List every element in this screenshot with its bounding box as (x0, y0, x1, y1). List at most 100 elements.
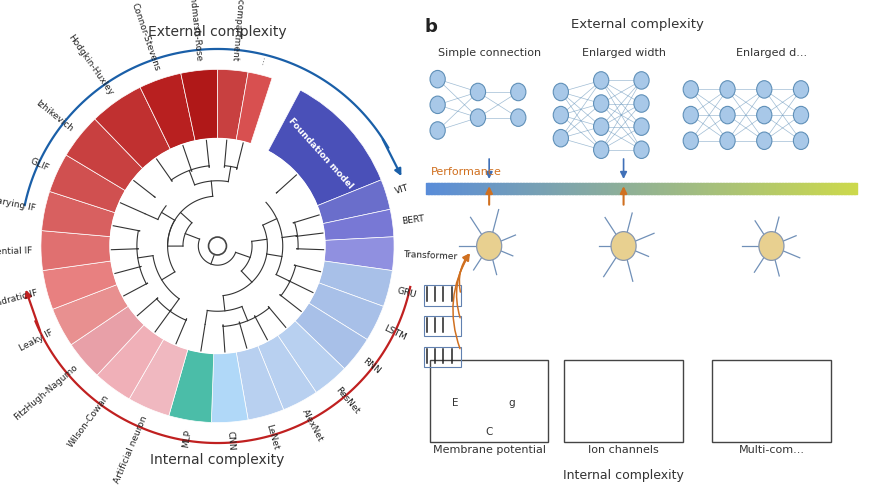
Text: Membrane potential: Membrane potential (432, 445, 545, 455)
Text: Foundation model: Foundation model (286, 117, 354, 190)
Circle shape (719, 132, 734, 150)
Wedge shape (211, 352, 248, 423)
Circle shape (610, 232, 635, 260)
Text: Multi-compartment: Multi-compartment (229, 0, 245, 62)
Text: Internal complexity: Internal complexity (150, 453, 284, 466)
Wedge shape (169, 349, 214, 423)
Text: Ion channels: Ion channels (587, 445, 658, 455)
Circle shape (429, 122, 445, 139)
Wedge shape (322, 209, 394, 241)
Text: Hindmarsh-Rose: Hindmarsh-Rose (186, 0, 202, 62)
Text: External complexity: External complexity (570, 18, 703, 31)
Wedge shape (71, 306, 144, 375)
Text: Enlarged width: Enlarged width (580, 48, 665, 59)
Circle shape (593, 118, 608, 135)
Wedge shape (323, 237, 394, 271)
Text: CNN: CNN (226, 431, 236, 451)
Wedge shape (257, 335, 315, 410)
Text: LeNet: LeNet (264, 423, 280, 451)
Circle shape (553, 129, 567, 147)
Text: Time-varying IF: Time-varying IF (0, 191, 36, 214)
Text: b: b (424, 18, 436, 35)
Circle shape (470, 83, 485, 101)
Wedge shape (53, 284, 129, 345)
Text: Leaky IF: Leaky IF (18, 328, 55, 353)
Wedge shape (140, 73, 195, 150)
Circle shape (756, 106, 771, 124)
Circle shape (476, 232, 501, 260)
Text: Exponential IF: Exponential IF (0, 246, 32, 257)
Wedge shape (317, 180, 390, 224)
FancyBboxPatch shape (564, 361, 682, 442)
Circle shape (634, 141, 648, 158)
Text: Transformer: Transformer (402, 249, 456, 261)
Text: LSTM: LSTM (381, 323, 408, 342)
Wedge shape (42, 191, 116, 237)
FancyBboxPatch shape (712, 361, 830, 442)
Wedge shape (97, 325, 163, 399)
Circle shape (429, 96, 445, 114)
Text: ResNet: ResNet (333, 385, 361, 416)
Circle shape (758, 232, 783, 260)
Circle shape (756, 132, 771, 150)
Text: Connor-Stevens: Connor-Stevens (129, 1, 161, 72)
FancyBboxPatch shape (429, 361, 547, 442)
Wedge shape (235, 346, 283, 420)
Text: Performance: Performance (430, 167, 501, 177)
Text: GRU: GRU (396, 286, 417, 300)
Circle shape (756, 81, 771, 98)
Text: Multi-com...: Multi-com... (738, 445, 804, 455)
Wedge shape (277, 321, 344, 393)
Text: Wilson-Cowan: Wilson-Cowan (66, 393, 110, 449)
Circle shape (109, 139, 325, 353)
Text: RNN: RNN (361, 357, 381, 376)
Wedge shape (66, 119, 143, 190)
Wedge shape (41, 231, 111, 271)
Text: Hodgkin-Huxley: Hodgkin-Huxley (66, 32, 115, 96)
Text: C: C (485, 427, 492, 437)
Circle shape (719, 106, 734, 124)
Wedge shape (217, 69, 248, 140)
Text: ...: ... (258, 57, 269, 67)
Wedge shape (129, 339, 188, 416)
Wedge shape (95, 87, 170, 169)
Circle shape (793, 132, 807, 150)
Wedge shape (268, 90, 381, 206)
Text: MLP: MLP (181, 429, 193, 448)
Text: BERT: BERT (401, 215, 424, 226)
Circle shape (634, 118, 648, 135)
Text: Quadratic IF: Quadratic IF (0, 288, 39, 310)
Wedge shape (181, 69, 217, 141)
Circle shape (634, 95, 648, 112)
Circle shape (470, 109, 485, 126)
Circle shape (634, 72, 648, 89)
Wedge shape (318, 261, 392, 307)
Wedge shape (308, 283, 383, 339)
Circle shape (682, 132, 698, 150)
Text: External complexity: External complexity (148, 26, 287, 39)
Text: g: g (507, 398, 514, 407)
Text: Izhikevich: Izhikevich (34, 99, 75, 134)
Wedge shape (295, 303, 367, 369)
Circle shape (593, 95, 608, 112)
Wedge shape (43, 261, 117, 309)
Circle shape (719, 81, 734, 98)
Circle shape (553, 83, 567, 101)
Wedge shape (50, 155, 125, 213)
Circle shape (593, 141, 608, 158)
Text: Artificial neuron: Artificial neuron (112, 415, 149, 485)
Text: FitzHugh-Nagumo: FitzHugh-Nagumo (12, 363, 79, 422)
Text: Simple connection: Simple connection (437, 48, 541, 59)
Text: Internal complexity: Internal complexity (562, 469, 683, 482)
Circle shape (209, 237, 226, 255)
Text: VIT: VIT (393, 184, 409, 196)
Circle shape (553, 106, 567, 124)
Circle shape (593, 72, 608, 89)
Text: AlexNet: AlexNet (301, 408, 325, 443)
Circle shape (510, 83, 525, 101)
Circle shape (682, 81, 698, 98)
Circle shape (510, 109, 525, 126)
Circle shape (429, 70, 445, 88)
Circle shape (682, 106, 698, 124)
Circle shape (793, 81, 807, 98)
